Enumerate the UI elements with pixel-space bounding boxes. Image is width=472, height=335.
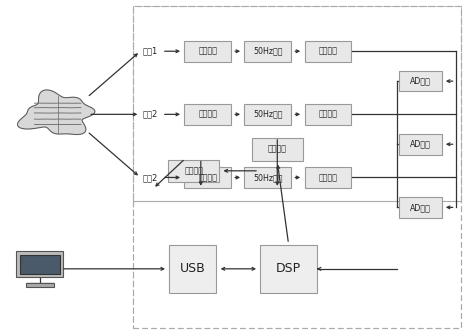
Text: 前置放大: 前置放大 xyxy=(198,173,217,182)
Text: 50Hz陷波: 50Hz陷波 xyxy=(253,173,283,182)
Text: AD转换: AD转换 xyxy=(410,203,431,212)
Text: AD转换: AD转换 xyxy=(410,140,431,149)
FancyBboxPatch shape xyxy=(185,104,231,125)
Text: USB: USB xyxy=(180,262,206,275)
FancyBboxPatch shape xyxy=(185,167,231,188)
FancyBboxPatch shape xyxy=(304,41,352,62)
Text: 导联2: 导联2 xyxy=(143,173,158,182)
Text: 50Hz陷波: 50Hz陷波 xyxy=(253,110,283,119)
Text: 阻抗检测: 阻抗检测 xyxy=(184,166,203,175)
Text: 导联1: 导联1 xyxy=(143,47,158,56)
FancyBboxPatch shape xyxy=(26,283,54,287)
FancyBboxPatch shape xyxy=(399,71,441,91)
Polygon shape xyxy=(17,90,95,134)
FancyBboxPatch shape xyxy=(399,134,441,154)
Text: 低通滤波: 低通滤波 xyxy=(319,47,337,56)
FancyBboxPatch shape xyxy=(261,245,317,293)
FancyBboxPatch shape xyxy=(185,41,231,62)
Text: 导联2: 导联2 xyxy=(143,110,158,119)
FancyBboxPatch shape xyxy=(399,197,441,218)
Text: DSP: DSP xyxy=(276,262,301,275)
Text: 50Hz陷波: 50Hz陷波 xyxy=(253,47,283,56)
FancyBboxPatch shape xyxy=(17,251,63,277)
Text: 前置放大: 前置放大 xyxy=(198,47,217,56)
FancyBboxPatch shape xyxy=(169,245,216,293)
FancyBboxPatch shape xyxy=(304,167,352,188)
FancyBboxPatch shape xyxy=(244,41,291,62)
Text: 直流校正: 直流校正 xyxy=(268,145,287,154)
FancyBboxPatch shape xyxy=(169,159,219,182)
FancyBboxPatch shape xyxy=(244,167,291,188)
Text: 前置放大: 前置放大 xyxy=(198,110,217,119)
FancyBboxPatch shape xyxy=(304,104,352,125)
FancyBboxPatch shape xyxy=(252,138,303,160)
Text: AD转换: AD转换 xyxy=(410,77,431,86)
Text: 低通滤波: 低通滤波 xyxy=(319,173,337,182)
FancyBboxPatch shape xyxy=(20,255,59,274)
FancyBboxPatch shape xyxy=(244,104,291,125)
Text: 低通滤波: 低通滤波 xyxy=(319,110,337,119)
